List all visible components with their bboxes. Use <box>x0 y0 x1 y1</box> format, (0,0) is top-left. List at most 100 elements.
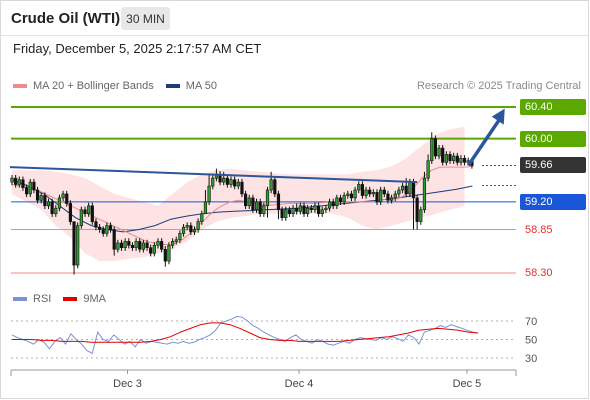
candle-body <box>389 197 394 201</box>
candle-body <box>130 245 135 249</box>
candle-body <box>196 221 200 230</box>
candle-body <box>452 155 456 162</box>
main-legend: MA 20 + Bollinger Bands MA 50 <box>13 80 229 92</box>
candle-body <box>79 209 83 226</box>
ma20-swatch <box>13 84 27 88</box>
candle-body <box>83 209 87 215</box>
legend-ma50-label: MA 50 <box>185 80 217 92</box>
report-datetime: Friday, December 5, 2025 2:17:57 AM CET <box>13 41 262 56</box>
candle-body <box>273 179 277 195</box>
rsi-tick-30: 30 <box>525 353 537 365</box>
candle-body <box>35 189 40 201</box>
candle-body <box>160 241 164 250</box>
candle-body <box>105 225 109 234</box>
candle-body <box>327 201 332 209</box>
candle-body <box>368 189 372 195</box>
candle-body <box>411 181 416 199</box>
candle-body <box>127 241 131 246</box>
candle-body <box>174 239 178 242</box>
candle-body <box>152 245 156 254</box>
candle-body <box>386 193 390 201</box>
candle-body <box>302 205 306 215</box>
candle-body <box>181 226 186 234</box>
bollinger-band <box>12 126 465 262</box>
candle-body <box>149 247 153 254</box>
candle-body <box>46 201 51 207</box>
candle-body <box>448 154 452 162</box>
candle-body <box>375 192 379 203</box>
candle-body <box>50 201 54 215</box>
candle-body <box>419 209 423 222</box>
candle-body <box>335 197 339 207</box>
candle-body <box>192 229 197 233</box>
candle-body <box>134 241 138 249</box>
candle-body <box>276 193 281 211</box>
candle-body <box>156 241 160 246</box>
candle-body <box>284 209 288 218</box>
price-label-60-00: 60.00 <box>520 130 586 147</box>
candle-body <box>441 147 445 163</box>
candle-body <box>233 179 237 187</box>
candle-body <box>397 189 401 195</box>
candle-body <box>244 193 248 207</box>
candle-body <box>211 177 215 187</box>
candle-body <box>138 241 142 250</box>
candle-body <box>167 245 171 262</box>
candle-body <box>437 147 441 157</box>
rsi-ma-swatch <box>63 297 78 301</box>
candle-body <box>108 225 113 230</box>
instrument-title: Crude Oil (WTI) <box>11 10 121 27</box>
candle-body <box>313 205 317 211</box>
candle-body <box>247 197 251 207</box>
price-label-59-66: 59.66 <box>520 157 586 174</box>
candle-body <box>309 207 313 211</box>
candle-body <box>357 184 361 191</box>
rsi-ma-line <box>12 322 479 343</box>
rsi-line <box>11 315 479 355</box>
candle-body <box>222 177 226 183</box>
price-label-59-20: 59.20 <box>520 193 586 210</box>
trendline <box>9 166 418 184</box>
research-credit: Research © 2025 Trading Central <box>416 80 581 92</box>
candle-body <box>119 242 124 249</box>
timeframe-badge[interactable]: 30 MIN <box>121 7 170 30</box>
candle-body <box>87 205 91 215</box>
candle-body <box>459 158 463 163</box>
candle-body <box>331 201 335 207</box>
candle-body <box>251 197 255 211</box>
candle-body <box>353 189 357 199</box>
candle-body <box>28 181 32 195</box>
candle-body <box>178 233 182 241</box>
price-label-60-40: 60.40 <box>520 99 586 115</box>
candle-body <box>203 201 208 215</box>
candle-body <box>254 201 259 211</box>
candle-body <box>225 177 229 185</box>
rsi-legend: RSI 9MA <box>13 293 118 305</box>
rsi-tick-70: 70 <box>525 316 537 328</box>
candle-body <box>207 185 211 203</box>
candle-body <box>43 195 47 207</box>
candle-body <box>360 184 365 196</box>
candle-body <box>94 221 98 228</box>
candle-body <box>141 242 146 250</box>
candle-body <box>342 195 346 203</box>
candle-body <box>265 189 270 207</box>
candle-body <box>346 193 350 196</box>
candle-body <box>72 221 76 266</box>
candle-body <box>455 155 459 163</box>
forecast-arrow-shaft <box>466 116 503 167</box>
candle-body <box>306 207 310 215</box>
legend-rsi: RSI <box>13 293 51 305</box>
candle-body <box>236 181 240 187</box>
candle-body <box>185 225 189 228</box>
candle-body <box>258 201 262 215</box>
candle-body <box>21 179 25 188</box>
candle-body <box>298 205 302 212</box>
legend-ma20-label: MA 20 + Bollinger Bands <box>33 80 154 92</box>
candle-body <box>324 207 328 211</box>
candle-body <box>14 177 18 185</box>
candle-body <box>54 207 58 215</box>
candle-body <box>349 193 354 199</box>
candle-body <box>338 197 343 203</box>
